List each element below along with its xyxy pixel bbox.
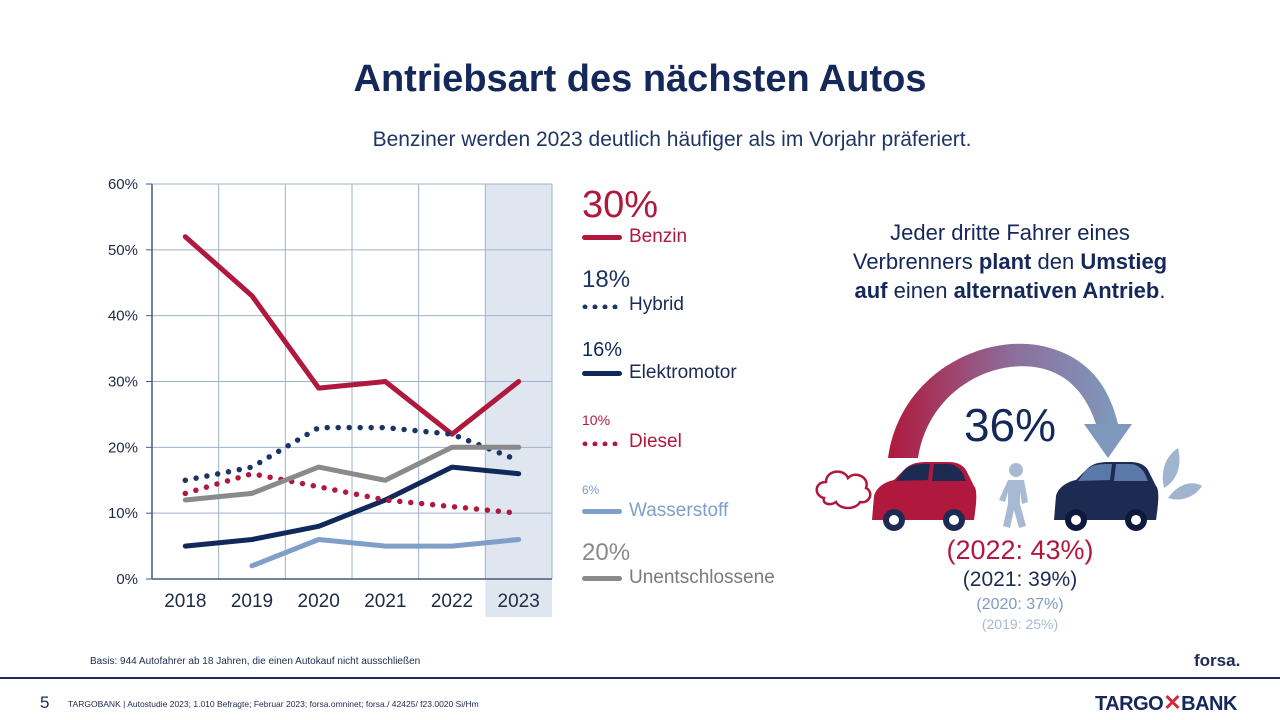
series-line-unentschlossene: [182, 444, 522, 503]
x-tick-label-2022: 2022: [431, 591, 473, 612]
y-tick-label: 60%: [108, 176, 138, 193]
series-line-hybrid: [182, 424, 522, 484]
page-number: 5: [40, 693, 50, 712]
history-2022: (2022: 43%): [946, 535, 1094, 565]
legend-hybrid-swatch: [582, 304, 622, 309]
info-line-3: auf einen alternativen Antrieb.: [800, 276, 1220, 305]
petrol-car-icon: [872, 462, 977, 531]
info-line-3d: .: [1159, 278, 1166, 303]
line-chart: 0% 10% 20% 30% 40% 50% 60% 2018 2019 2020 2021 2022…: [108, 176, 553, 617]
legend-wasserstoff-label: Wasserstoff: [629, 500, 729, 521]
legend-unentschlossene-label: Unentschlossene: [629, 567, 775, 588]
y-tick-label: 40%: [108, 308, 138, 325]
legend-elektromotor-swatch: [582, 371, 622, 376]
basis-note: Basis: 944 Autofahrer ab 18 Jahren, die …: [90, 656, 421, 667]
legend-unentschlossene-swatch: [582, 576, 622, 581]
info-line-2b: plant: [978, 249, 1032, 274]
series-line-elektromotor: [182, 464, 522, 549]
brand-left: TARGO: [1095, 693, 1164, 715]
history-2019: (2019: 25%): [981, 616, 1059, 632]
info-line-2: Verbrenners plant den Umstieg: [800, 247, 1220, 276]
footer-divider: [0, 677, 1280, 679]
info-line-3a: auf: [854, 278, 888, 303]
legend-diesel-swatch: [582, 441, 622, 446]
info-line-1: Jeder dritte Fahrer eines: [890, 220, 1130, 245]
x-tick-label-2021: 2021: [364, 591, 406, 612]
brand-right: BANK: [1181, 693, 1237, 715]
arrow-arc-icon: [888, 343, 1118, 458]
info-line-2a: Verbrenners: [852, 249, 979, 274]
legend-item-benzin: 30% Benzin: [582, 184, 687, 248]
forsa-logo: forsa.: [1194, 651, 1241, 670]
brand-x-icon: ✕: [1163, 690, 1182, 715]
arrow-head-icon: [1084, 424, 1132, 458]
walking-person-icon: [999, 463, 1028, 528]
history-2021: (2021: 39%): [962, 568, 1078, 591]
legend-item-hybrid: 18% Hybrid: [582, 266, 684, 316]
page-subtitle: Benziner werden 2023 deutlich häufiger a…: [372, 128, 972, 151]
y-tick-label: 20%: [108, 439, 138, 456]
legend-item-wasserstoff: 6% Wasserstoff: [582, 483, 728, 522]
legend-elektromotor-value: 16%: [582, 339, 623, 361]
y-tick-label: 0%: [116, 571, 138, 588]
legend-item-diesel: 10% Diesel: [582, 412, 682, 453]
legend-wasserstoff-swatch: [582, 509, 622, 514]
leaf-icon: [1162, 448, 1202, 500]
info-headline: Jeder dritte Fahrer eines Verbrenners pl…: [800, 218, 1220, 305]
legend-hybrid-value: 18%: [582, 266, 631, 293]
info-line-2d: Umstieg: [1080, 249, 1168, 274]
page-title: Antriebsart des nächsten Autos: [353, 58, 927, 100]
info-line-2c: den: [1031, 249, 1081, 274]
legend-benzin-value: 30%: [582, 184, 659, 226]
electric-car-icon: [1054, 462, 1159, 531]
switch-illustration: [815, 343, 1202, 531]
switch-percentage: 36%: [963, 399, 1057, 451]
history-2020: (2020: 37%): [976, 596, 1064, 613]
legend-wasserstoff-value: 6%: [582, 483, 600, 497]
targobank-logo: TARGO✕BANK: [1095, 690, 1237, 716]
x-tick-label-2020: 2020: [298, 591, 340, 612]
series-line-diesel: [182, 470, 522, 516]
info-line-3b: einen: [887, 278, 954, 303]
x-tick-label-2023: 2023: [498, 591, 540, 612]
legend-item-elektromotor: 16% Elektromotor: [582, 339, 737, 384]
smoke-cloud-icon: [815, 470, 872, 510]
legend-benzin-label: Benzin: [629, 226, 688, 247]
legend-diesel-label: Diesel: [629, 431, 682, 452]
x-tick-label-2019: 2019: [231, 591, 273, 612]
legend-benzin-swatch: [582, 235, 622, 240]
y-tick-label: 10%: [108, 505, 138, 522]
legend-item-unentschlossene: 20% Unentschlossene: [582, 539, 775, 589]
series-line-benzin: [182, 234, 522, 437]
legend-hybrid-label: Hybrid: [629, 294, 684, 315]
info-line-3c: alternativen Antrieb: [953, 278, 1160, 303]
y-tick-label: 50%: [108, 242, 138, 259]
legend-unentschlossene-value: 20%: [582, 539, 631, 566]
x-tick-label-2018: 2018: [164, 591, 206, 612]
series-line-wasserstoff: [249, 537, 522, 569]
legend-diesel-value: 10%: [582, 412, 611, 428]
y-tick-label: 30%: [108, 374, 138, 391]
source-note: TARGOBANK | Autostudie 2023; 1.010 Befra…: [68, 699, 479, 709]
legend-elektromotor-label: Elektromotor: [629, 362, 737, 383]
